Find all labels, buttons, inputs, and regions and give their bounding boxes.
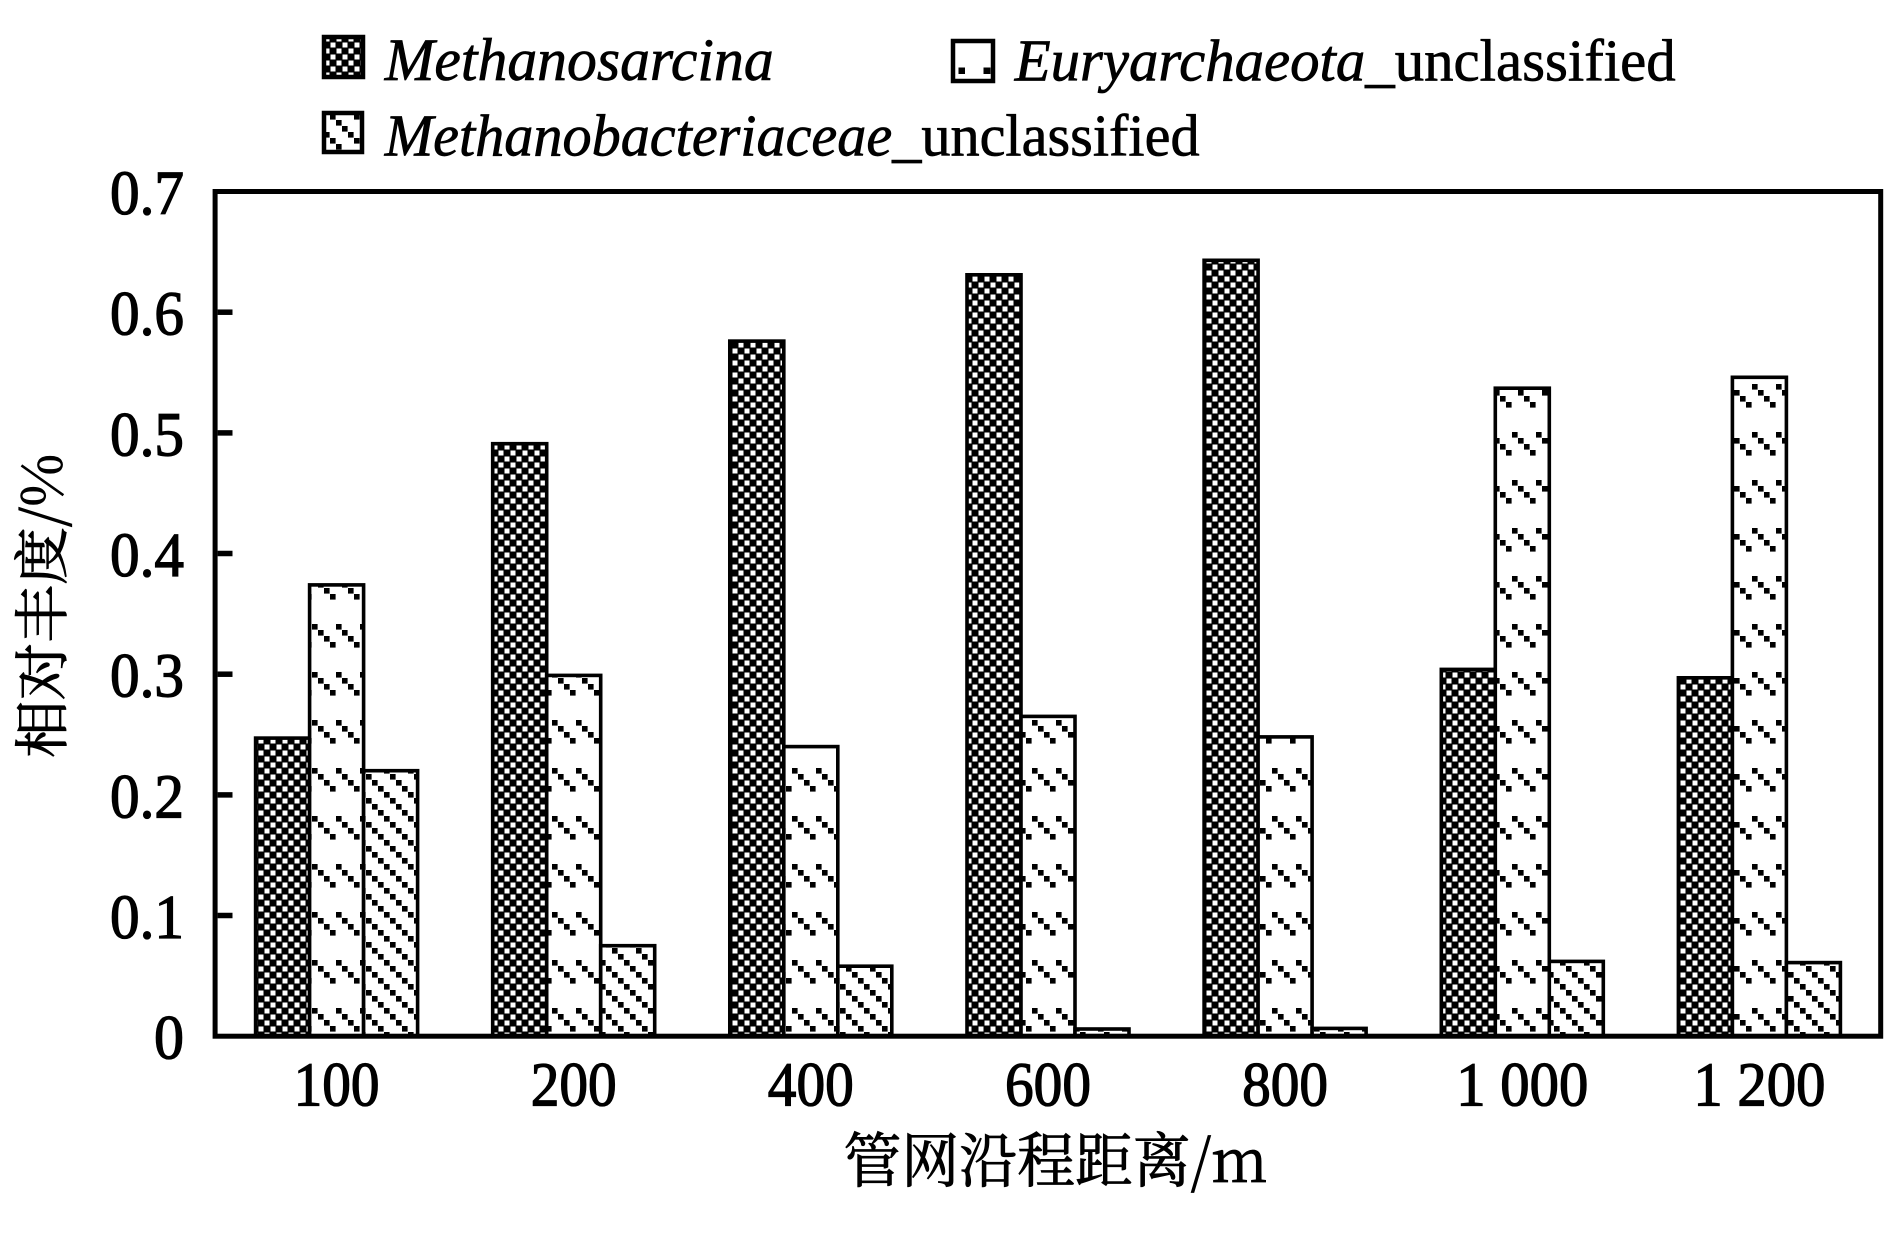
svg-text:0.7: 0.7 xyxy=(110,158,184,228)
svg-text:0.1: 0.1 xyxy=(110,882,184,952)
svg-text:_unclassified: _unclassified xyxy=(891,103,1199,169)
svg-text:0.5: 0.5 xyxy=(110,400,184,470)
svg-text:Methanobacteriaceae: Methanobacteriaceae xyxy=(384,103,892,169)
svg-text:1 200: 1 200 xyxy=(1693,1050,1825,1120)
svg-text:Euryarchaeota: Euryarchaeota xyxy=(1014,28,1366,94)
svg-text:0.3: 0.3 xyxy=(110,641,184,711)
svg-text:0.4: 0.4 xyxy=(110,520,184,590)
svg-text:800: 800 xyxy=(1242,1050,1328,1120)
svg-text:0: 0 xyxy=(154,1003,184,1073)
svg-text:100: 100 xyxy=(294,1050,380,1120)
svg-text:0.2: 0.2 xyxy=(110,762,184,832)
svg-text:1 000: 1 000 xyxy=(1456,1050,1588,1120)
svg-text:600: 600 xyxy=(1005,1050,1091,1120)
svg-text:_unclassified: _unclassified xyxy=(1364,28,1675,94)
svg-text:400: 400 xyxy=(768,1050,854,1120)
svg-text:Methanosarcina: Methanosarcina xyxy=(384,27,774,93)
svg-text:200: 200 xyxy=(531,1050,617,1120)
svg-text:0.6: 0.6 xyxy=(110,279,184,349)
